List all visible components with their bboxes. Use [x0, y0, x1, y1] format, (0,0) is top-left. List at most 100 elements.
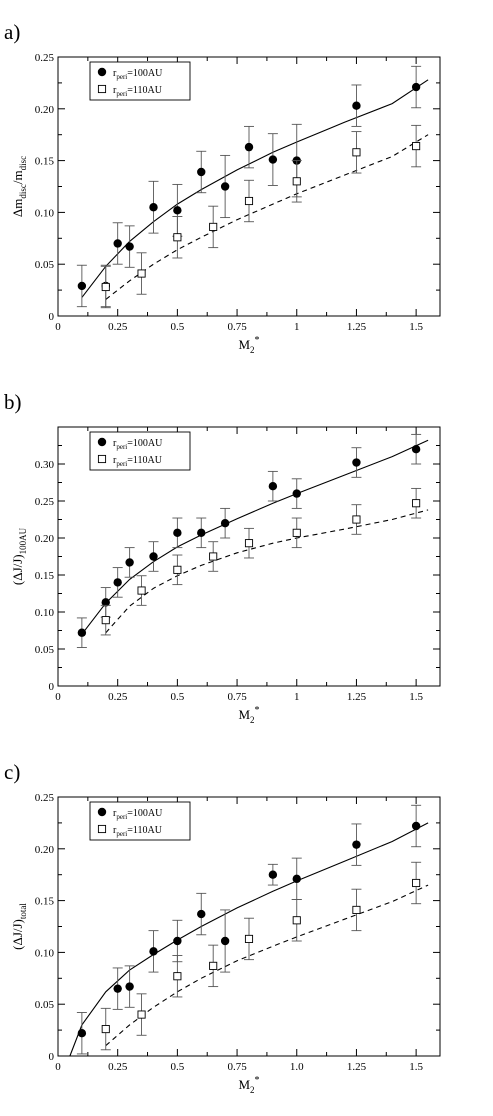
data-point-circle: [411, 82, 421, 92]
data-point-circle: [125, 242, 134, 251]
data-point-circle: [244, 142, 254, 152]
data-point-circle: [268, 155, 278, 164]
data-point-circle: [268, 482, 278, 491]
legend-box: [89, 61, 191, 101]
y-tick-label: 0.25: [35, 52, 55, 64]
y-tick-label: 0.05: [35, 259, 55, 271]
x-tick-label: 0.5: [171, 321, 185, 333]
data-point-square: [244, 539, 254, 548]
legend-marker: [97, 824, 107, 834]
data-point-circle: [125, 982, 134, 991]
data-point-circle: [101, 598, 110, 607]
data-point-square: [352, 148, 361, 157]
x-tick-label: 0: [55, 321, 61, 333]
x-tick-label: 0.5: [171, 1061, 185, 1073]
panel-label: b): [4, 390, 22, 414]
x-tick-label: 1.5: [409, 1061, 423, 1073]
legend-box: [89, 431, 191, 471]
data-point-circle: [149, 947, 158, 956]
data-point-square: [173, 972, 182, 981]
legend: rperi=100AU rperi=110AU: [89, 801, 191, 841]
x-tick-label: 0.25: [108, 691, 128, 703]
y-tick-label: 0.15: [35, 156, 55, 168]
y-tick-label: 0.25: [35, 792, 55, 804]
y-tick-label: 0.20: [35, 533, 55, 545]
series-1: [69, 804, 429, 1057]
x-tick-label: 1.25: [347, 691, 367, 703]
data-point-circle: [113, 984, 122, 993]
fit-curve-dashed: [105, 884, 429, 1047]
x-tick-label: 0: [55, 691, 61, 703]
panel-label: c): [4, 760, 21, 784]
x-tick-label: 0.75: [227, 1061, 247, 1073]
data-point-square: [101, 282, 110, 292]
x-tick-label: 1.5: [409, 691, 423, 703]
data-point-circle: [149, 552, 158, 561]
data-point-circle: [113, 239, 122, 248]
data-point-square: [101, 616, 110, 625]
data-point-square: [137, 1010, 146, 1019]
data-point-circle: [268, 870, 278, 879]
series-2: [100, 861, 429, 1051]
x-axis-label: M2*: [238, 1075, 259, 1095]
x-tick-label: 0.5: [171, 691, 185, 703]
panel-b: b) 0 0.25 0.5 0.75 1 1.25 1.5 0 0.05 0.10 0.15 0.20…: [0, 370, 493, 740]
legend-label: rperi=110AU: [113, 85, 163, 98]
y-tick-label: 0.20: [35, 104, 55, 116]
data-point-circle: [292, 874, 301, 884]
data-point-circle: [220, 936, 230, 946]
chart-a: 0 0.25 0.5 0.75 1 1.25 1.5 0 0.05 0.10 0.15 0.20 0.2…: [10, 52, 441, 355]
y-tick-label: 0.20: [35, 844, 55, 856]
data-point-square: [292, 528, 301, 537]
data-point-circle: [149, 203, 158, 212]
y-tick-label: 0.15: [35, 570, 55, 582]
series-1: [76, 65, 429, 308]
data-point-square: [244, 934, 254, 943]
data-point-circle: [77, 628, 87, 637]
y-tick-label: 0: [49, 681, 55, 693]
y-tick-label: 0.15: [35, 896, 55, 908]
x-tick-label: 1.5: [409, 321, 423, 333]
data-point-square: [137, 269, 146, 278]
chart-b: 0 0.25 0.5 0.75 1 1.25 1.5 0 0.05 0.10 0.15 0.20 0.2…: [10, 426, 441, 725]
legend-marker: [97, 84, 107, 94]
data-point-square: [292, 916, 301, 925]
y-tick-label: 0.30: [35, 459, 55, 471]
x-tick-label: 0: [55, 1061, 61, 1073]
legend-label: rperi=100AU: [113, 438, 163, 451]
x-tick-label: 1.0: [290, 1061, 304, 1073]
legend-marker: [97, 437, 107, 447]
data-point-circle: [125, 558, 134, 567]
data-point-square: [352, 515, 361, 524]
series-1: [76, 433, 429, 648]
data-point-square: [137, 586, 146, 595]
y-tick-label: 0: [49, 311, 55, 323]
data-point-square: [209, 961, 218, 970]
data-point-circle: [77, 1029, 87, 1038]
data-point-square: [173, 233, 182, 242]
data-point-square: [101, 1025, 110, 1034]
panel-label: a): [4, 20, 21, 44]
y-axis-label: (ΔJ/J)100AU: [10, 527, 28, 585]
x-tick-label: 0.75: [227, 321, 247, 333]
data-point-circle: [77, 281, 87, 291]
data-point-circle: [197, 167, 206, 177]
data-point-square: [244, 196, 254, 206]
y-tick-label: 0.10: [35, 607, 55, 619]
y-tick-label: 0.05: [35, 999, 55, 1011]
data-point-square: [292, 177, 301, 186]
data-point-circle: [352, 458, 361, 467]
data-point-circle: [352, 101, 361, 110]
fit-curve-dashed: [105, 134, 429, 300]
data-point-circle: [173, 206, 182, 215]
legend: rperi=100AU rperi=110AU: [89, 431, 191, 471]
panel-c: c) 0 0.25 0.5 0.75 1.0 1.25 1.5 0 0.05 0.10 0.15 0.…: [0, 740, 493, 1111]
y-tick-label: 0.05: [35, 644, 55, 656]
data-point-circle: [292, 489, 301, 498]
legend-marker: [97, 454, 107, 464]
data-point-square: [209, 222, 218, 231]
legend-label: rperi=100AU: [113, 68, 163, 81]
data-point-square: [412, 142, 421, 151]
data-point-circle: [220, 519, 230, 528]
data-point-square: [412, 878, 421, 888]
